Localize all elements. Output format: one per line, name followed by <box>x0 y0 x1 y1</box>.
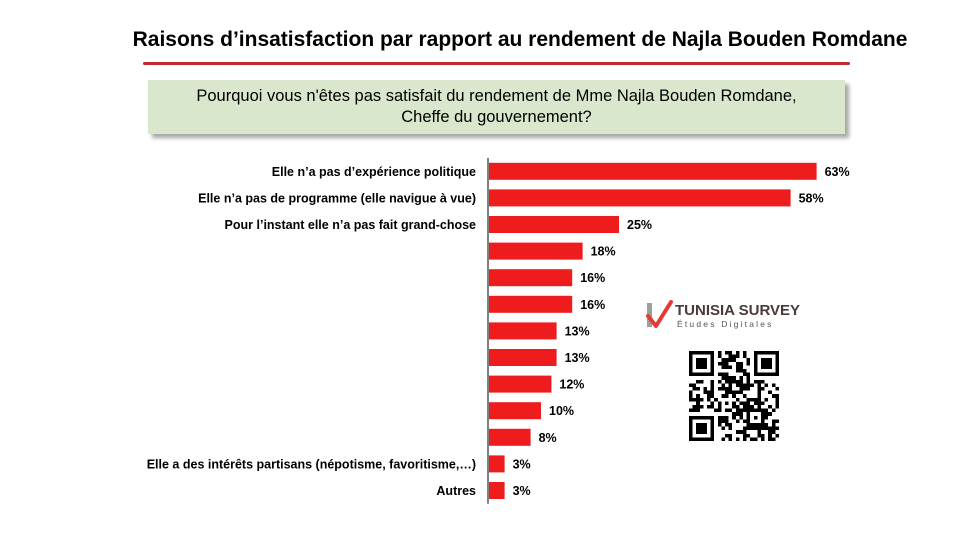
value-label: 10% <box>549 404 574 418</box>
value-label: 3% <box>513 457 531 471</box>
bar <box>489 375 552 393</box>
bar <box>489 455 505 473</box>
category-label: Pour l’instant elle n’a pas fait grand-c… <box>225 218 476 232</box>
value-label: 13% <box>565 324 590 338</box>
bar <box>489 482 505 499</box>
bar <box>489 189 791 207</box>
question-box: Pourquoi vous n'êtes pas satisfait du re… <box>148 80 845 134</box>
checkmark-icon <box>646 300 673 328</box>
value-label: 13% <box>565 351 590 365</box>
question-text: Pourquoi vous n'êtes pas satisfait du re… <box>196 87 797 126</box>
bar <box>489 428 531 446</box>
category-label: Elle n’a pas de programme (elle navigue … <box>198 191 476 205</box>
value-label: 12% <box>559 378 584 392</box>
value-label: 8% <box>539 431 557 445</box>
title-underline <box>143 62 850 65</box>
page-title: Raisons d’insatisfaction par rapport au … <box>132 28 908 51</box>
bar <box>489 402 541 420</box>
bar <box>489 349 557 366</box>
bar <box>489 295 573 313</box>
value-label: 16% <box>580 298 605 312</box>
category-label: Elle n’a pas d’expérience politique <box>272 165 476 179</box>
bar <box>489 242 583 260</box>
bar <box>489 216 619 233</box>
value-label: 58% <box>799 191 824 205</box>
qr-code-icon[interactable] <box>689 351 779 441</box>
tunisia-survey-logo: TUNISIA SURVEY Études Digitales <box>645 300 805 332</box>
bar <box>489 322 557 340</box>
bar <box>489 269 573 287</box>
category-label: Elle a des intérêts partisans (népotisme… <box>147 457 476 471</box>
logo-tagline: Études Digitales <box>677 319 774 329</box>
category-label: Autres <box>436 484 476 498</box>
bar <box>489 162 817 180</box>
value-label: 18% <box>591 245 616 259</box>
logo-name: TUNISIA SURVEY <box>675 302 801 319</box>
value-label: 63% <box>825 165 850 179</box>
value-label: 25% <box>627 218 652 232</box>
value-label: 3% <box>513 484 531 498</box>
value-label: 16% <box>580 271 605 285</box>
